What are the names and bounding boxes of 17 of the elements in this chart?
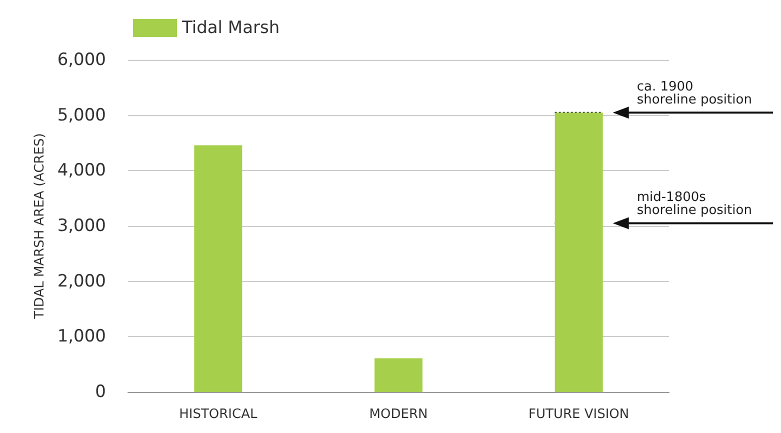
x-tick-label: FUTURE VISION [528, 407, 630, 422]
y-tick-label: 1,000 [57, 326, 106, 347]
y-tick-label: 6,000 [57, 50, 106, 70]
y-tick-label: 4,000 [57, 160, 106, 181]
y-tick-label: 0 [95, 382, 106, 402]
bar [194, 145, 242, 392]
bar [374, 358, 422, 392]
ref-line-label: ca. 1900 shoreline position [636, 80, 752, 108]
ref-line-label: mid-1800s shoreline position [636, 190, 752, 218]
y-tick-label: 2,000 [57, 271, 106, 292]
y-tick-label: 3,000 [57, 216, 106, 236]
y-axis-title: TIDAL MARSH AREA (ACRES) [32, 133, 48, 320]
x-tick-label: HISTORICAL [179, 407, 258, 422]
x-tick-label: MODERN [369, 407, 428, 422]
bar [554, 112, 603, 392]
legend-label: Tidal Marsh [181, 18, 280, 38]
y-tick-label: 5,000 [57, 105, 106, 126]
